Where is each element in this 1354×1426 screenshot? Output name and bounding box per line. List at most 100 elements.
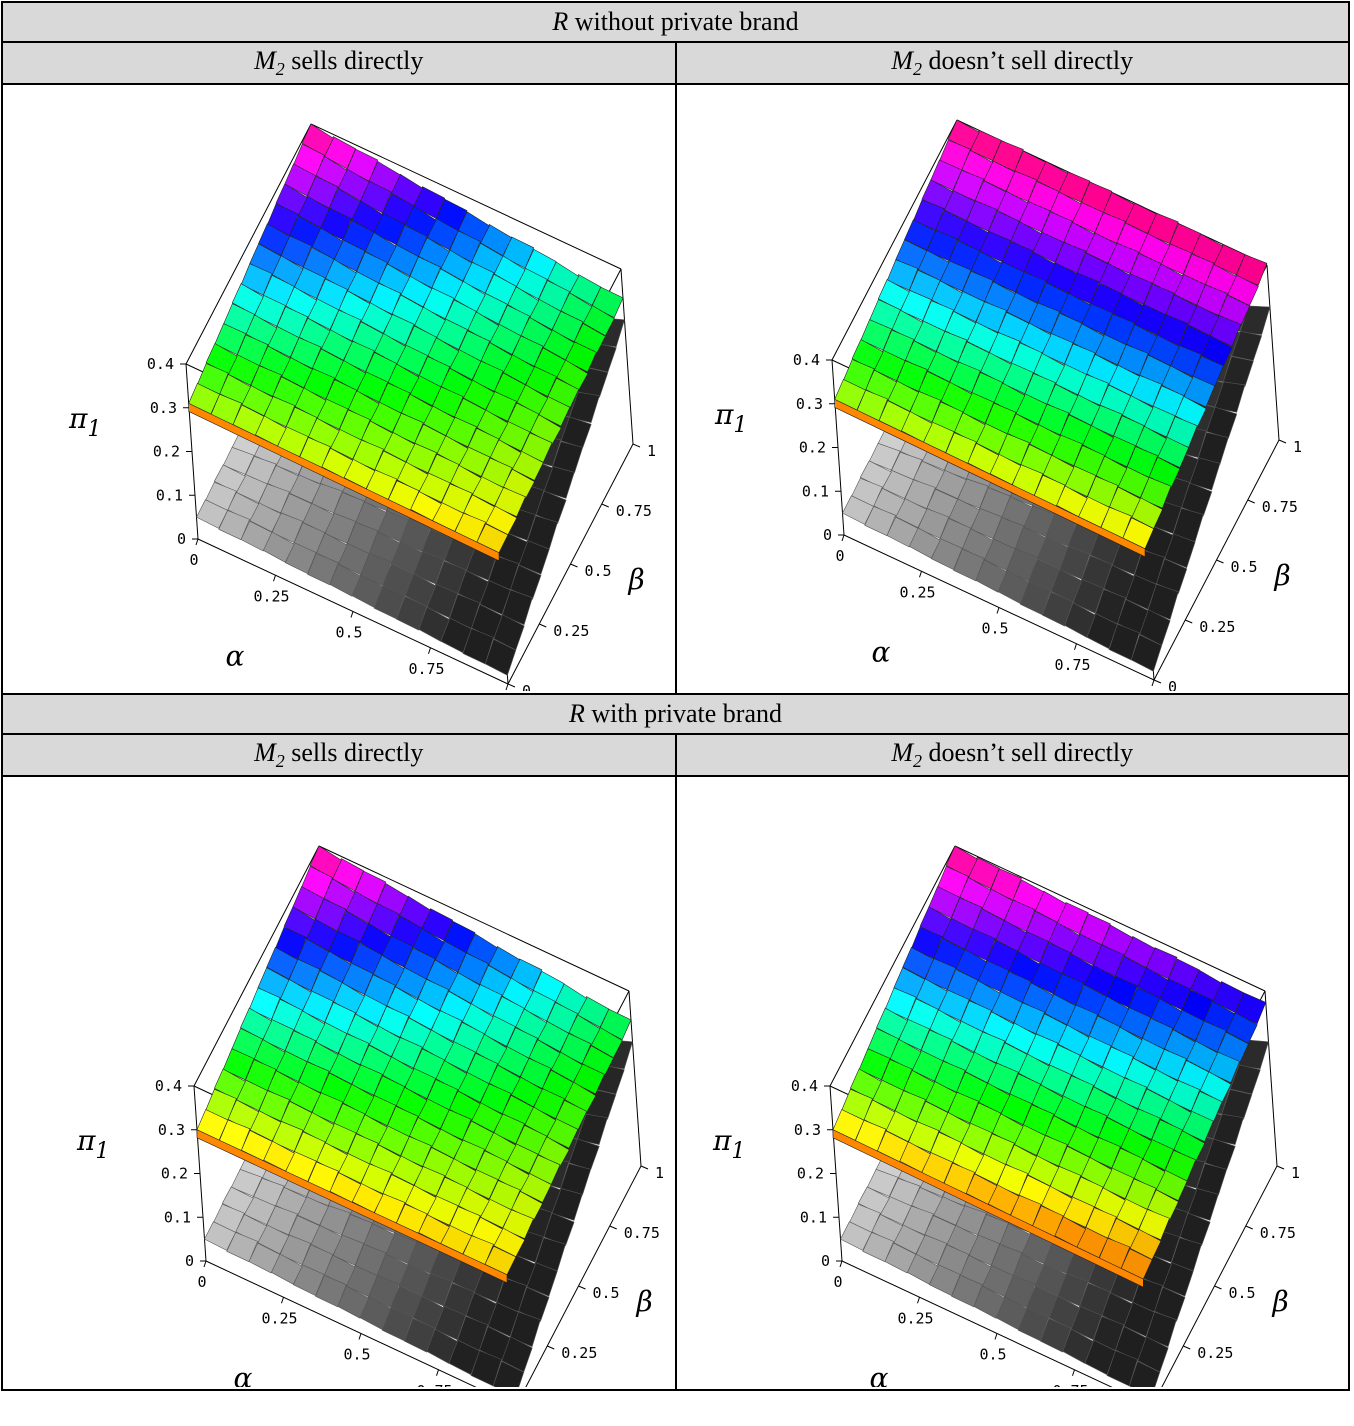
z-tick-label: 0 [185, 1252, 194, 1270]
x-tick-mark [350, 611, 354, 618]
profit-surface [833, 119, 1267, 558]
surface-facet [884, 987, 916, 1020]
y-tick-label: 0 [1168, 678, 1177, 691]
x-tick-label: 0 [833, 1273, 842, 1291]
surface-facet [214, 323, 247, 356]
y-tick-label: 1 [647, 442, 656, 460]
y-tick-mark [632, 443, 641, 448]
x-tick-mark [203, 1260, 207, 1268]
x-tick-mark [1073, 643, 1077, 650]
z-tick-label: 0 [820, 1252, 829, 1270]
surface-facet [860, 319, 892, 351]
x-tick-label: 0.5 [343, 1346, 370, 1364]
surface-facet [950, 1275, 983, 1308]
profit-surface [196, 845, 632, 1284]
surface-facet [858, 1048, 890, 1081]
y-tick-label: 0.5 [1228, 1284, 1255, 1302]
surface-facet [903, 219, 936, 251]
y-tick-mark [1278, 439, 1286, 444]
y-tick-mark [1184, 619, 1192, 624]
y-tick-label: 0.75 [624, 1224, 660, 1242]
column-header-left-bottom: M2 sells directly [1, 733, 677, 777]
surface-facet [315, 1275, 347, 1308]
surface-facet [307, 553, 339, 586]
z-tick-label: 0.4 [147, 355, 174, 373]
surface-facet [974, 559, 1007, 593]
y-tick-label: 0 [522, 682, 531, 691]
y-tick-mark [547, 1345, 555, 1350]
y-tick-label: 1 [1293, 438, 1302, 456]
y-tick-mark [640, 1165, 649, 1170]
z-axis-label: π1 [68, 402, 101, 442]
surface-facet [901, 946, 934, 980]
surface-facet [1041, 591, 1073, 627]
z-tick-label: 0.4 [792, 351, 819, 369]
x-tick-mark [839, 1260, 842, 1268]
surface-facet [841, 495, 874, 525]
column-header-right-bottom: M2 doesn’t sell directly [674, 733, 1350, 777]
surface-facet [204, 1221, 237, 1251]
z-tick-label: 0.2 [798, 439, 825, 457]
plot-cell: 00.10.20.30.400.250.50.75100.250.50.751π… [1, 83, 677, 695]
plot-cell: 00.10.20.30.400.250.50.75100.250.50.751π… [674, 83, 1350, 695]
x-tick-mark [994, 1333, 997, 1340]
y-tick-label: 1 [1291, 1164, 1300, 1182]
surface-facet [886, 516, 918, 548]
surface-facet [284, 163, 317, 197]
y-tick-mark [601, 503, 609, 508]
tick-labels: 00.10.20.30.400.250.50.75100.250.50.751 [155, 1077, 664, 1387]
y-tick-label: 0.75 [1261, 498, 1297, 516]
y-tick-label: 0.5 [593, 1284, 620, 1302]
surface-facet [839, 1221, 872, 1251]
y-tick-mark [609, 1225, 617, 1230]
surface-plot: 00.10.20.30.400.250.50.75100.250.50.751π… [714, 119, 1302, 691]
z-tick-label: 0.4 [790, 1077, 817, 1095]
x-tick-mark [918, 571, 922, 578]
x-tick-label: 0.5 [335, 624, 362, 642]
surface-facet [240, 520, 273, 552]
surface-edge [196, 1129, 508, 1284]
y-tick-label: 0.5 [585, 562, 612, 580]
x-tick-mark [281, 1297, 284, 1304]
x-tick-label: 0 [197, 1273, 206, 1291]
y-tick-label: 0.25 [1197, 1344, 1233, 1362]
surface-facet [248, 987, 281, 1020]
z-tick-label: 0.2 [153, 443, 180, 461]
surface-facet [1039, 1317, 1071, 1353]
x-tick-mark [916, 1297, 920, 1304]
x-tick-label: 0.5 [979, 1346, 1006, 1364]
surface-facet [222, 1048, 255, 1081]
z-tick-label: 0.3 [793, 1121, 820, 1139]
y-tick-mark [539, 623, 547, 628]
section-header-top: R without private brand [1, 1, 1350, 43]
x-tick-label: 0.25 [897, 1309, 933, 1327]
x-tick-label: 0 [835, 547, 844, 565]
surface-facet [329, 563, 362, 597]
surface-facet [886, 259, 918, 291]
y-tick-mark [1182, 1345, 1190, 1350]
y-tick-mark [1213, 1285, 1222, 1290]
profit-surface [188, 123, 624, 562]
z-axis-label: π1 [712, 1124, 745, 1164]
x-tick-label: 0.5 [981, 620, 1008, 638]
x-tick-mark [358, 1333, 362, 1340]
surface-facet [1130, 634, 1162, 672]
y-tick-mark [507, 683, 516, 688]
surface-plot: 00.10.20.30.400.250.50.75100.250.50.751π… [76, 845, 664, 1387]
surface-facet [928, 886, 960, 919]
surface-facet [266, 946, 299, 980]
z-tick-label: 0.3 [158, 1121, 185, 1139]
y-tick-label: 0.25 [561, 1344, 597, 1362]
y-tick-mark [1247, 499, 1255, 504]
tick-labels: 00.10.20.30.400.250.50.75100.250.50.751 [147, 355, 656, 691]
x-axis-label: α [871, 635, 890, 668]
surface-facet [404, 1317, 436, 1353]
y-tick-label: 0.5 [1230, 558, 1257, 576]
surface-plot: 00.10.20.30.400.250.50.75100.250.50.751π… [68, 123, 656, 691]
surface-edge [832, 1129, 1144, 1288]
y-tick-label: 0.75 [616, 502, 652, 520]
y-tick-mark [1153, 679, 1161, 684]
x-tick-mark [1151, 679, 1154, 687]
surface-facet [866, 1168, 899, 1197]
x-tick-mark [428, 647, 431, 654]
